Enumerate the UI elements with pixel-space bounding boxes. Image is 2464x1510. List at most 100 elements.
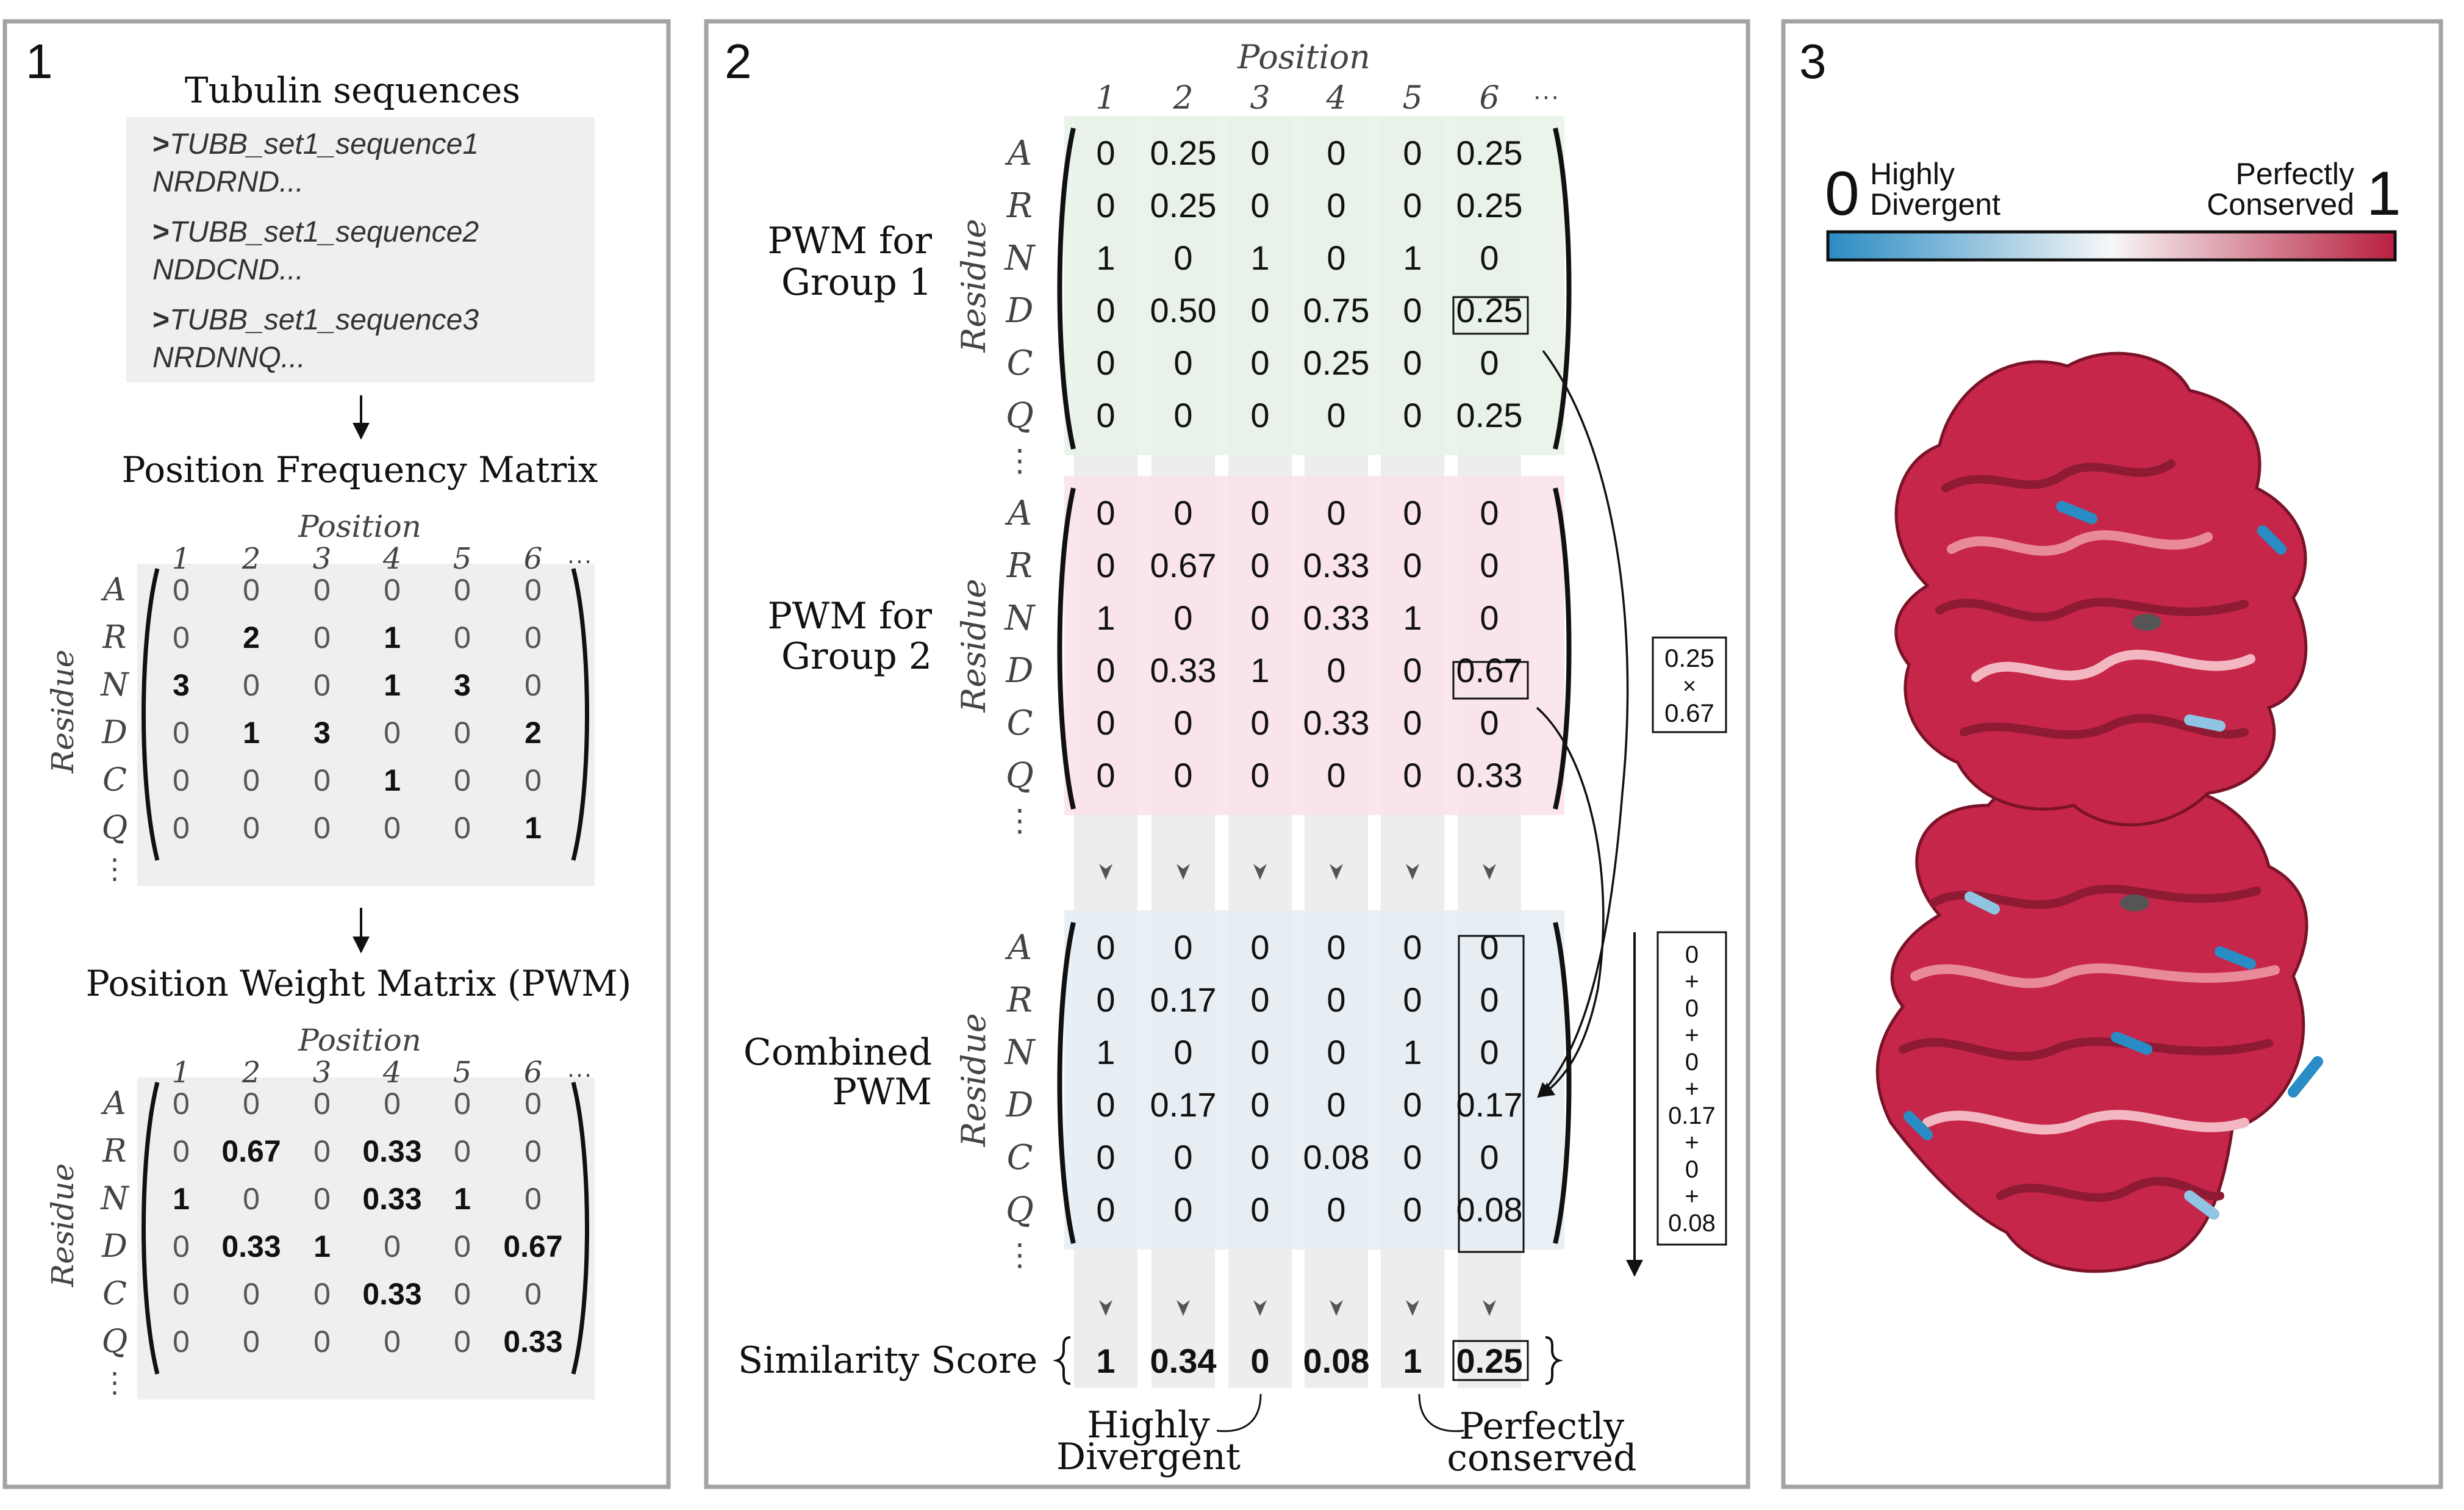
row-residue: R <box>102 619 126 656</box>
matrix-cell: 0 <box>173 1277 190 1311</box>
right-bracket <box>1553 487 1572 810</box>
row-residue: Q <box>102 1323 128 1360</box>
matrix-cell: 0 <box>1096 1190 1115 1229</box>
matrix-cell: 3 <box>173 668 190 702</box>
matrix-cell: 0 <box>1403 1085 1422 1124</box>
matrix-cell: 0 <box>313 573 331 607</box>
row-residue: A <box>101 572 126 608</box>
matrix-cell: 1 <box>243 716 260 750</box>
matrix-cell: 1 <box>173 1182 190 1216</box>
matrix-cell: 0 <box>1250 396 1269 434</box>
divergent-bracket <box>1216 1393 1262 1433</box>
panel-1-frame <box>2 19 671 1489</box>
matrix-cell: 0.67 <box>1150 546 1217 584</box>
matrix-cell: 0 <box>454 620 471 655</box>
matrix-cell: 0.67 <box>221 1134 281 1168</box>
matrix-cell: 0 <box>313 668 331 702</box>
sum-term: 0.17 <box>1668 1102 1716 1129</box>
column-index: 1 <box>1095 80 1116 117</box>
left-bracket <box>141 1082 160 1375</box>
matrix-cell: 0 <box>1173 928 1192 966</box>
matrix-cell: 0 <box>1327 1033 1345 1071</box>
matrix-cell: 0 <box>1403 546 1422 584</box>
matrix-cell: 0.33 <box>362 1134 421 1168</box>
rows-more: ⋮ <box>1005 1238 1035 1272</box>
matrix-cell: 0.33 <box>1303 546 1370 584</box>
matrix-cell: 0 <box>1096 703 1115 742</box>
row-residue: C <box>1007 343 1033 383</box>
matrix-cell: 0.33 <box>1303 599 1370 637</box>
similarity-scores: 1 0.34 0 0.08 1 0.25 <box>1096 1342 1522 1380</box>
row-residue: N <box>99 667 129 703</box>
row-residue: A <box>1005 134 1032 173</box>
highlight-similarity-col6 <box>1452 1340 1529 1381</box>
down-arrow <box>1483 1300 1496 1316</box>
matrix-cell: 0 <box>1327 1085 1345 1124</box>
group-1-label-line-2: Group 1 <box>781 261 932 304</box>
right-bracket <box>571 568 589 861</box>
fasta-marker: > <box>152 128 170 160</box>
residue-axis-label: Residue <box>45 650 81 774</box>
matrix-cell: 1 <box>1403 239 1422 277</box>
tubulin-sequences-title: Tubulin sequences <box>185 70 520 111</box>
matrix-cell: 0.75 <box>1303 291 1370 329</box>
column-index: 1 <box>172 1055 191 1090</box>
row-residue: D <box>1006 651 1034 691</box>
divergent-label-line-1: Highly <box>1087 1404 1210 1447</box>
matrix-cell: 0 <box>313 1277 331 1311</box>
position-axis-label: Position <box>298 1023 421 1058</box>
row-residue: C <box>1007 1138 1033 1177</box>
row-residue: Q <box>1006 396 1034 436</box>
matrix-cell: 0 <box>173 1087 190 1121</box>
down-arrow <box>1406 1300 1419 1316</box>
sequence-1: >TUBB_set1_sequence1 NRDRND... <box>152 128 479 198</box>
sequence-header: TUBB_set1_sequence3 <box>170 304 479 336</box>
matrix-cell: 0 <box>1250 134 1269 172</box>
matrix-cell: 0 <box>243 1087 260 1121</box>
matrix-cell: 0.17 <box>1150 980 1217 1019</box>
scale-max-label-line-2: Conserved <box>2207 187 2354 221</box>
rows-more: ⋮ <box>101 1367 129 1398</box>
matrix-cell: 0 <box>173 1134 190 1168</box>
matrix-cell: 0 <box>454 763 471 797</box>
row-residue: D <box>1006 1085 1034 1125</box>
row-residue: Q <box>102 810 128 846</box>
matrix-cell: 1 <box>525 811 542 845</box>
matrix-cell: 0 <box>1096 186 1115 225</box>
panel-1-number: 1 <box>26 34 53 88</box>
column-index: 6 <box>1479 80 1499 117</box>
matrix-cell: 1 <box>313 1229 331 1264</box>
matrix-cell: 0 <box>1096 546 1115 584</box>
position-header: Position 1 2 3 4 5 6 ··· <box>1095 38 1560 117</box>
matrix-background <box>137 564 595 886</box>
matrix-cell: 0 <box>1096 980 1115 1019</box>
row-residue: R <box>102 1133 126 1170</box>
position-axis-label: Position <box>1237 38 1370 76</box>
matrix-cell: 0 <box>1327 980 1345 1019</box>
residue-axis-label: Residue <box>45 1163 81 1288</box>
matrix-cell: 0 <box>1480 343 1499 382</box>
row-residue: A <box>1005 494 1032 533</box>
matrix-cell: 0.25 <box>1456 134 1523 172</box>
product-box <box>1652 636 1727 733</box>
matrix-cell: 0 <box>1327 396 1345 434</box>
plus-sign: + <box>1685 1129 1699 1156</box>
matrix-cell: 0 <box>384 573 401 607</box>
matrix-cell: 0.33 <box>1303 703 1370 742</box>
matrix-cell: 0 <box>1096 396 1115 434</box>
matrix-cell: 0 <box>1403 928 1422 966</box>
position-axis-label: Position <box>298 509 421 544</box>
svg-text:>TUBB_set1_sequence2: >TUBB_set1_sequence2 <box>152 216 479 248</box>
matrix-cell: 0 <box>313 1134 331 1168</box>
down-arrow <box>1176 1300 1190 1316</box>
matrix-cell: 0 <box>1403 343 1422 382</box>
matrix-cell: 0.08 <box>1303 1138 1370 1176</box>
matrix-cell: 0 <box>1250 1138 1269 1176</box>
sequence-box <box>126 117 595 383</box>
arrow-group1-to-combined <box>1537 350 1629 1098</box>
similarity-value: 1 <box>1403 1342 1422 1380</box>
matrix-cell: 0 <box>525 1182 542 1216</box>
row-residue: A <box>101 1085 126 1122</box>
